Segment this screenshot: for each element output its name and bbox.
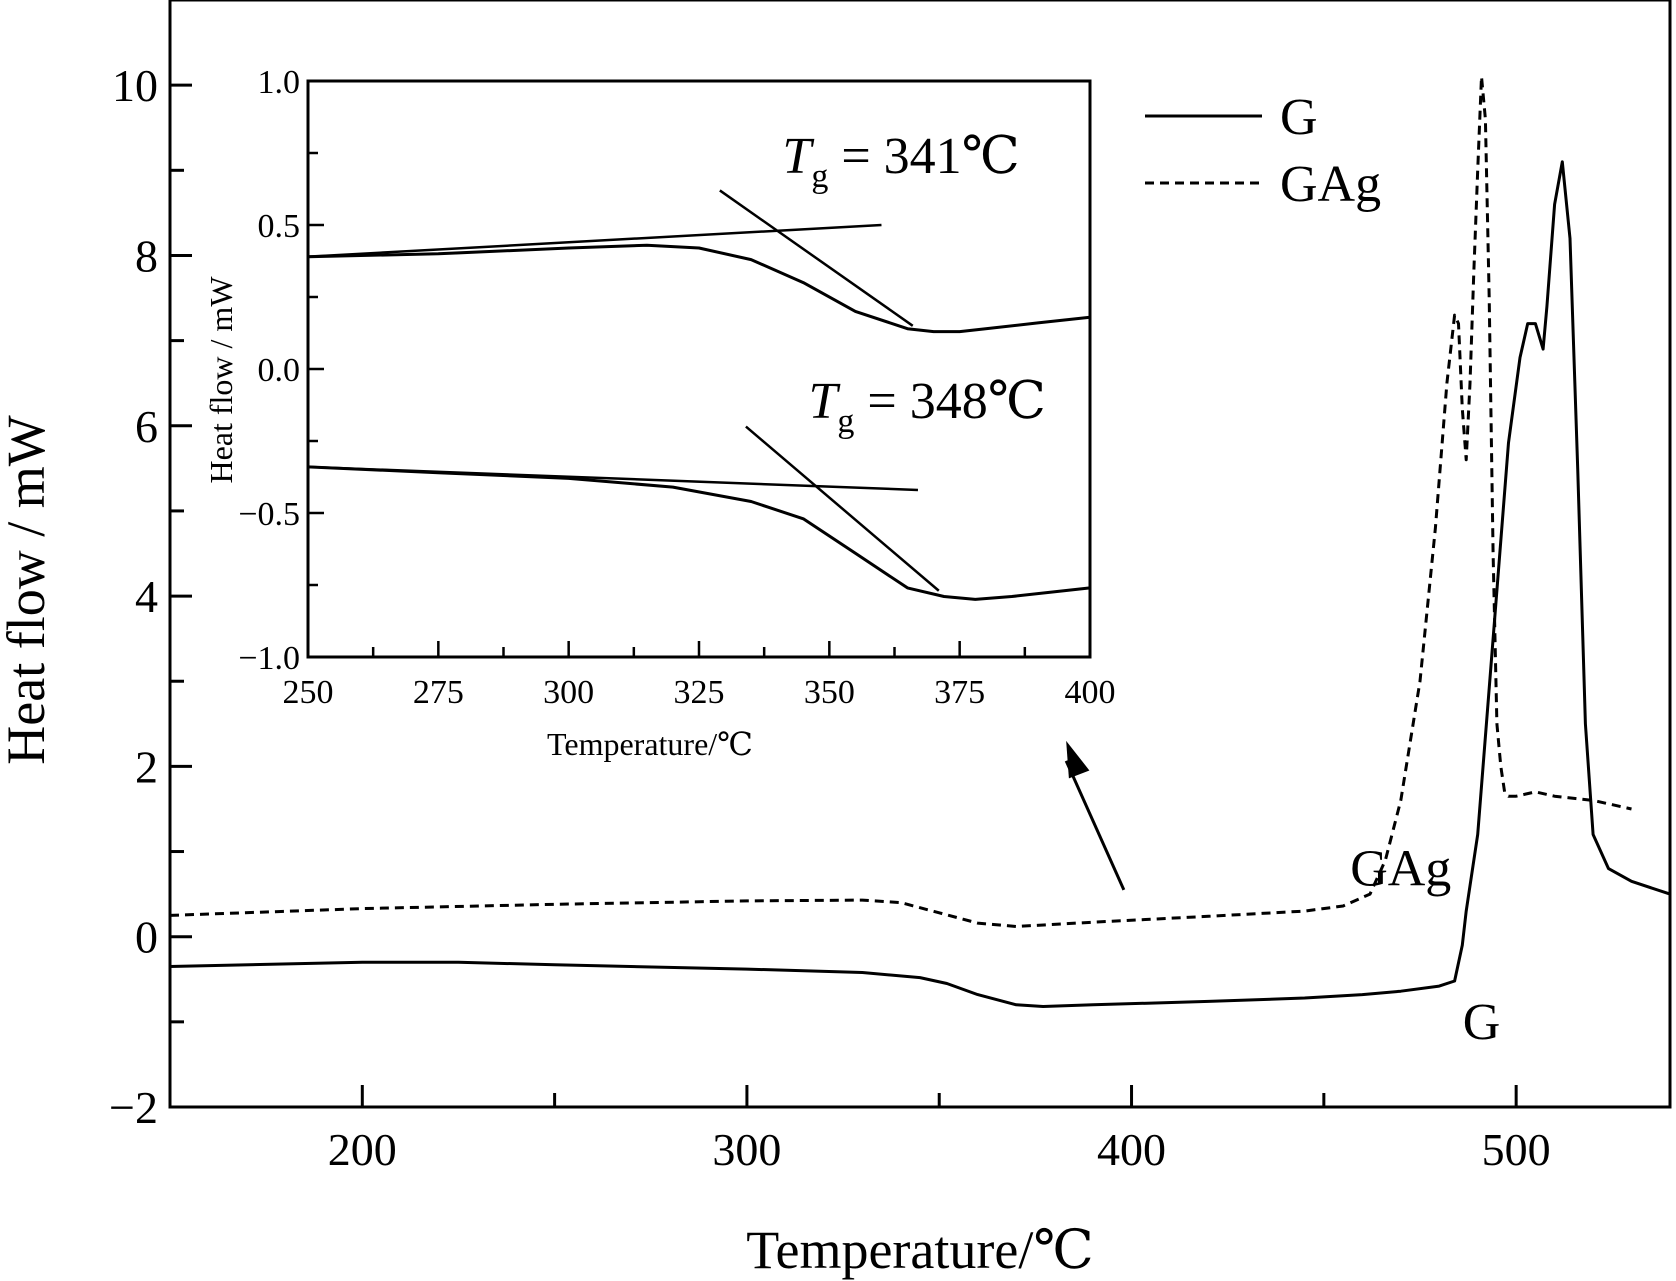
inset-x-tick-label: 250	[283, 674, 334, 711]
inset-plot-background	[308, 81, 1090, 657]
inset-y-axis-title: Heat flow / mW	[203, 276, 239, 484]
main-series-label-g: G	[1463, 994, 1501, 1051]
main-series-label-gag: GAg	[1350, 841, 1451, 898]
inset-lower-curve	[307, 465, 1091, 601]
main-plot-frame	[168, 0, 1672, 1109]
main-ticks: 200 300 400 500 −2 0 2 4 6 8 10	[109, 0, 1551, 1175]
main-x-axis-title: Temperature/℃	[746, 1220, 1093, 1280]
inset-y-tick-label: −0.5	[238, 496, 300, 533]
inset-ticks: 250 275 300 325 350 375 400 −1.0 −0.5 0.0 0.5 1.0	[238, 64, 1115, 711]
inset-upper-curve	[307, 243, 1091, 334]
main-y-axis-title: Heat flow / mW	[0, 415, 56, 764]
main-y-tick-label: 4	[135, 571, 158, 622]
legend: G GAg	[1145, 89, 1381, 213]
tg-annotation-1: Tg = 341℃	[782, 128, 1019, 195]
inset-x-axis-title: Temperature/℃	[547, 726, 753, 762]
inset-y-tick-label: 0.5	[258, 208, 301, 245]
inset-x-tick-label: 375	[934, 674, 985, 711]
inset-y-tick-label: −1.0	[238, 640, 300, 677]
main-x-tick-label: 400	[1097, 1124, 1166, 1175]
tg-annotation-2: Tg = 348℃	[808, 373, 1045, 440]
main-y-tick-label: 0	[135, 912, 158, 963]
inset-plot: 250 275 300 325 350 375 400 −1.0 −0.5 0.0 0.5 1.0 T…	[203, 64, 1116, 762]
inset-arrow-head	[1066, 740, 1090, 779]
inset-upper-curve-tangent-a	[307, 223, 882, 258]
inset-x-tick-label: 350	[804, 674, 855, 711]
main-y-tick-label: 2	[135, 741, 158, 792]
main-y-tick-label: 8	[135, 230, 158, 281]
main-series-g	[169, 160, 1671, 1008]
inset-x-tick-label: 275	[413, 674, 464, 711]
main-series	[169, 75, 1671, 1008]
inset-x-tick-label: 325	[674, 674, 725, 711]
main-annotations: GAg G	[1064, 740, 1501, 1051]
main-y-tick-label: 6	[135, 401, 158, 452]
inset-y-tick-label: 0.0	[258, 352, 301, 389]
main-x-tick-label: 500	[1482, 1124, 1551, 1175]
inset-y-tick-label: 1.0	[258, 64, 301, 101]
legend-label-gag: GAg	[1280, 156, 1381, 213]
main-y-tick-label: −2	[109, 1082, 158, 1133]
main-series-gag	[169, 75, 1632, 928]
legend-label-g: G	[1280, 89, 1318, 146]
inset-x-tick-label: 400	[1065, 674, 1116, 711]
main-y-tick-label: 10	[112, 60, 158, 111]
inset-x-tick-label: 300	[543, 674, 594, 711]
main-x-tick-label: 200	[328, 1124, 397, 1175]
inset-arrow-shaft	[1064, 760, 1126, 891]
inset-annotations: Tg = 341℃ Tg = 348℃	[782, 128, 1045, 440]
inset-upper-curve-tangent-b	[719, 189, 914, 327]
inset-lower-curve-tangent-b	[745, 425, 940, 592]
main-x-tick-label: 300	[712, 1124, 781, 1175]
inset-series	[307, 189, 1091, 601]
